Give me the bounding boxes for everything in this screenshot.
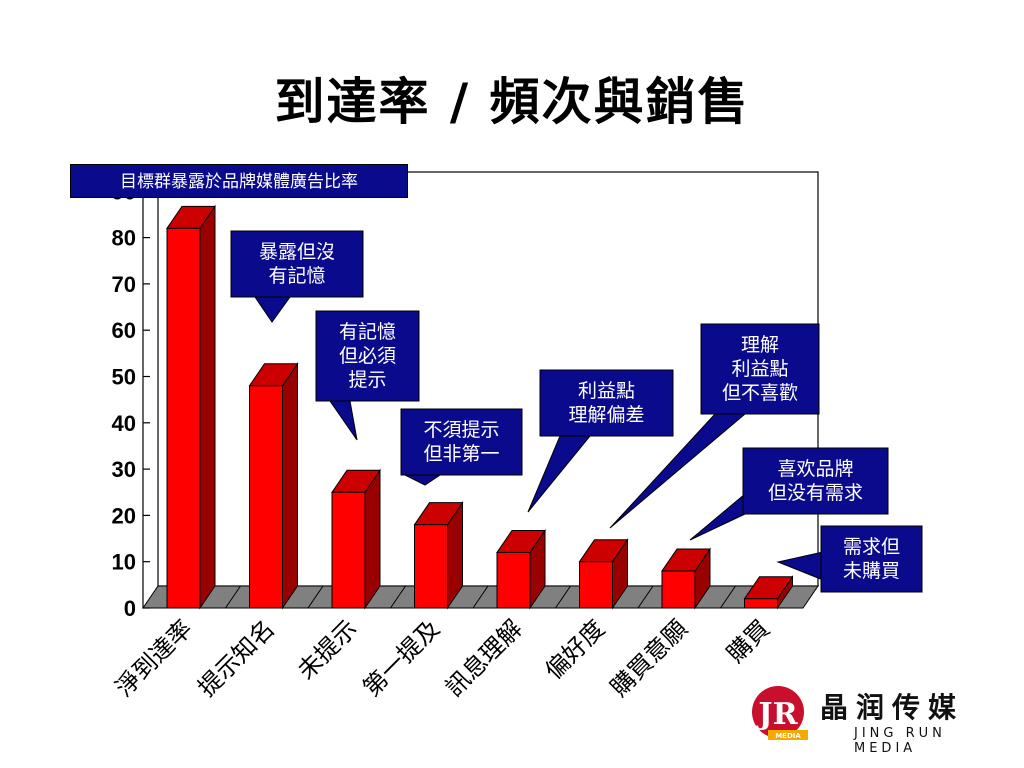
callout-box [539,369,674,437]
y-tick-label: 40 [112,411,136,436]
callout-pointer [689,492,746,541]
callout-text: 利益點 理解偏差 [568,380,645,426]
y-tick-label: 30 [112,457,136,482]
bar-side [364,468,381,610]
bar-side [199,204,216,610]
floor-divider [637,585,654,609]
callout-text: 需求但 未購買 [842,536,900,582]
page-title: 到達率 / 頻次與銷售 [274,73,750,131]
callout-box [230,230,364,298]
callout-box [700,323,820,415]
x-tick-label: 提示知名 [193,614,281,702]
callout-text: 喜欢品牌 但没有需求 [767,458,863,504]
floor-divider [390,585,406,609]
callout-pointer [254,296,291,323]
y-tick-label: 50 [112,365,136,390]
floor-divider [555,585,571,609]
bar [331,491,366,609]
floor-divider [225,585,241,609]
bar [166,227,201,609]
company-logo: JR MEDIA 晶润传媒 JING RUN MEDIA [748,684,1008,756]
svg-text:MEDIA: MEDIA [775,732,801,740]
bar [414,524,448,609]
callout-text: 暴露但沒 有記憶 [258,241,335,287]
floor-dividers [225,585,736,609]
x-tick-label: 淨到達率 [110,614,198,702]
x-tick-label: 購買 [722,614,776,668]
floor-divider [307,585,324,609]
callout-box [742,447,889,515]
logo-mark-icon: JR MEDIA [752,686,808,740]
x-tick-label: 未提示 [292,614,363,685]
callout-pointer [776,551,824,581]
bar [661,570,696,609]
y-tick-label: 0 [124,596,136,621]
bar [579,561,613,609]
y-tick-label: 70 [112,272,136,297]
callout-text: 理解 利益點 但不喜歡 [721,334,798,404]
callouts [230,230,923,593]
x-tick-label: 訊息理解 [440,614,528,702]
exposure-banner: 目標群暴露於品牌媒體廣告比率 [70,164,408,198]
callout-text: 有記憶 但必須 提示 [338,321,396,391]
floor-divider [720,585,736,609]
bar [744,598,778,609]
x-tick-label: 偏好度 [540,614,611,685]
y-tick-label: 20 [112,503,136,528]
floor-divider [472,585,489,609]
callout-box [315,310,420,402]
logo-chinese-name: 晶润传媒 [820,691,965,724]
bar-side [282,362,298,610]
callout-box [400,408,523,476]
callout-pointer [527,435,592,513]
logo-english-name: JING RUN MEDIA [854,726,946,756]
bars [166,204,794,610]
x-tick-label: 購買意願 [605,614,693,702]
y-tick-label: 80 [112,226,136,251]
y-axis: 0102030405060708090 [112,179,150,621]
bar [249,385,283,609]
callout-text: 不須提示 但非第一 [423,419,500,465]
svg-text:JR: JR [755,697,798,732]
y-tick-label: 10 [112,550,136,575]
bar [496,551,531,609]
callout-pointer [329,400,358,441]
y-tick-label: 60 [112,318,136,343]
callout-box [820,525,923,593]
x-tick-label: 第一提及 [358,614,446,702]
callout-pointer [404,474,442,486]
